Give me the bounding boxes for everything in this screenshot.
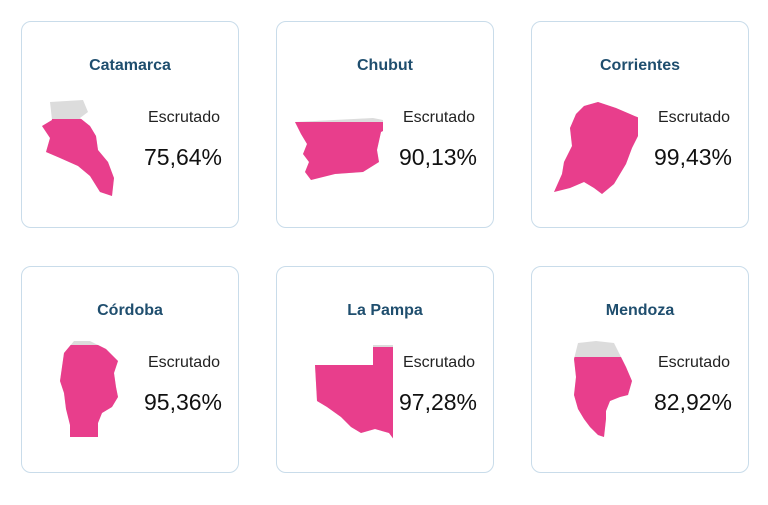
province-card-catamarca[interactable]: Catamarca Escrutado 75,64% bbox=[21, 21, 239, 228]
escrutado-label: Escrutado bbox=[147, 109, 220, 126]
province-name: Mendoza bbox=[605, 302, 675, 319]
cordoba-map-icon bbox=[38, 337, 128, 447]
province-name: Catamarca bbox=[89, 57, 171, 74]
province-name: Chubut bbox=[357, 57, 413, 74]
province-card-mendoza[interactable]: Mendoza Escrutado 82,92% bbox=[531, 266, 749, 473]
chubut-map-icon bbox=[293, 92, 383, 202]
la-pampa-map-icon bbox=[293, 337, 393, 447]
escrutado-value: 90,13% bbox=[398, 144, 477, 170]
escrutado-label: Escrutado bbox=[402, 354, 475, 371]
province-card-corrientes[interactable]: Corrientes Escrutado 99,43% bbox=[531, 21, 749, 228]
corrientes-map-icon bbox=[548, 92, 638, 202]
province-name: La Pampa bbox=[347, 302, 423, 319]
escrutado-value: 97,28% bbox=[398, 389, 477, 415]
escrutado-label: Escrutado bbox=[147, 354, 220, 371]
escrutado-label: Escrutado bbox=[402, 109, 475, 126]
province-card-cordoba[interactable]: Córdoba Escrutado 95,36% bbox=[21, 266, 239, 473]
escrutado-label: Escrutado bbox=[657, 109, 730, 126]
catamarca-map-icon bbox=[38, 92, 128, 202]
mendoza-map-icon bbox=[548, 337, 638, 447]
escrutado-value: 95,36% bbox=[143, 389, 222, 415]
escrutado-value: 82,92% bbox=[653, 389, 732, 415]
escrutado-value: 75,64% bbox=[143, 144, 222, 170]
province-name: Córdoba bbox=[97, 302, 163, 319]
province-card-chubut[interactable]: Chubut Escrutado 90,13% bbox=[276, 21, 494, 228]
province-card-la-pampa[interactable]: La Pampa Escrutado 97,28% bbox=[276, 266, 494, 473]
province-name: Corrientes bbox=[599, 57, 681, 74]
escrutado-label: Escrutado bbox=[657, 354, 730, 371]
escrutado-value: 99,43% bbox=[653, 144, 732, 170]
